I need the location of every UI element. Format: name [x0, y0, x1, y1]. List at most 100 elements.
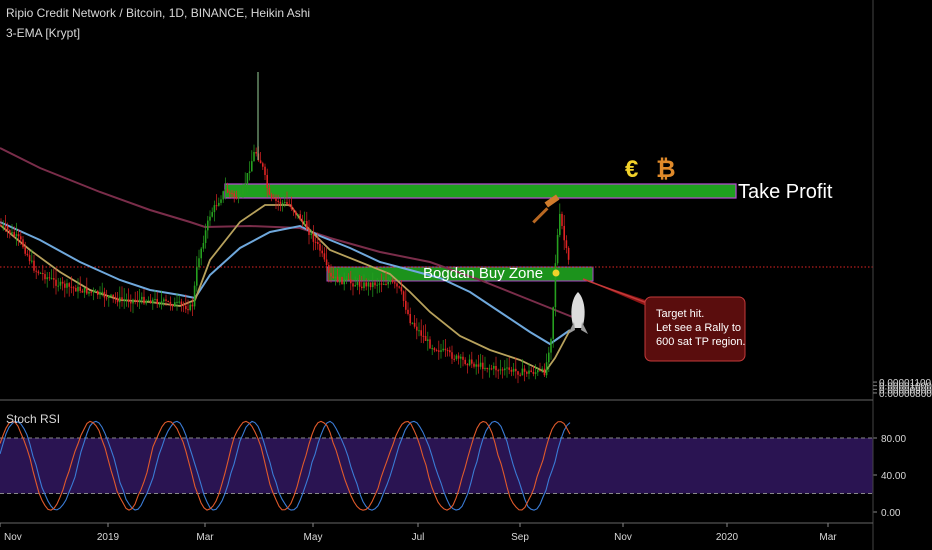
- candle-body: [163, 299, 165, 302]
- hammer-handle: [532, 207, 549, 224]
- candle-body: [121, 297, 123, 300]
- candle-body: [330, 272, 332, 277]
- candle-body: [345, 279, 348, 281]
- candle-body: [462, 356, 464, 360]
- candle-body: [314, 241, 317, 243]
- candle-body: [231, 192, 233, 194]
- rocket-fin-left: [568, 322, 575, 334]
- candle-body: [180, 301, 183, 305]
- candle-body: [143, 296, 145, 304]
- candle-body: [86, 287, 88, 294]
- candles: [0, 72, 570, 384]
- candle-body: [97, 290, 99, 295]
- candle-body: [55, 279, 57, 286]
- candle-body: [176, 301, 178, 303]
- candle-body: [471, 359, 473, 364]
- candle-body: [154, 298, 156, 300]
- candle-body: [356, 281, 359, 286]
- candle-body: [554, 263, 557, 308]
- candle-body: [149, 300, 152, 304]
- candle-body: [255, 152, 257, 154]
- candle-body: [83, 287, 86, 293]
- candle-body: [504, 368, 506, 371]
- candle-body: [136, 300, 139, 302]
- candle-body: [141, 296, 143, 300]
- candle-body: [222, 191, 224, 200]
- candle-body: [383, 283, 385, 285]
- candle-body: [391, 279, 394, 283]
- ema-mid-line: [0, 221, 571, 346]
- candle-body: [193, 285, 196, 307]
- candle-body: [484, 367, 486, 370]
- candle-body: [196, 267, 198, 286]
- candle-body: [42, 273, 44, 275]
- candle-body: [92, 291, 95, 293]
- candle-body: [233, 193, 235, 197]
- candle-body: [125, 299, 128, 301]
- candle-body: [31, 260, 33, 262]
- candle-body: [187, 309, 189, 311]
- candle-body: [152, 299, 154, 304]
- candle-body: [358, 281, 361, 287]
- candle-body: [418, 330, 420, 332]
- candle-body: [189, 304, 191, 311]
- candle-body: [400, 287, 403, 292]
- candle-body: [209, 216, 211, 221]
- candle-body: [273, 197, 275, 199]
- candle-body: [262, 163, 264, 167]
- candle-body: [264, 166, 266, 176]
- candle-body: [354, 285, 356, 287]
- candle-body: [402, 291, 405, 301]
- candle-body: [6, 226, 9, 231]
- candle-body: [182, 304, 185, 306]
- candle-body: [413, 322, 416, 327]
- candle-body: [407, 309, 409, 315]
- candle-body: [57, 285, 59, 287]
- candle-body: [200, 248, 202, 259]
- price-tick-label: 0.00000900: [879, 385, 932, 396]
- candle-body: [20, 236, 22, 240]
- candle-body: [75, 287, 77, 292]
- candle-body: [332, 276, 334, 279]
- candle-body: [334, 276, 337, 279]
- candle-body: [455, 355, 458, 359]
- candle-body: [521, 368, 524, 376]
- candle-body: [394, 282, 396, 284]
- candle-body: [145, 301, 147, 304]
- candle-body: [9, 230, 11, 234]
- candle-body: [114, 296, 117, 299]
- time-tick-label: Sep: [511, 532, 529, 543]
- callout-line: Let see a Rally to: [656, 322, 741, 334]
- candle-body: [279, 201, 282, 204]
- candle-body: [517, 371, 519, 375]
- candle-body: [251, 161, 253, 172]
- candle-body: [361, 286, 363, 289]
- candle-body: [541, 368, 543, 371]
- candle-body: [365, 282, 367, 287]
- candle-body: [310, 233, 312, 235]
- candle-body: [376, 284, 378, 286]
- candle-body: [70, 286, 73, 288]
- rocket-body: [571, 292, 585, 328]
- time-tick-label: Nov: [4, 532, 22, 543]
- rsi-band: [0, 438, 873, 494]
- time-tick-label: Mar: [819, 532, 837, 543]
- candle-body: [389, 279, 392, 282]
- candle-body: [367, 282, 370, 287]
- candle-body: [253, 152, 255, 162]
- candle-body: [59, 281, 62, 286]
- candle-body: [556, 234, 559, 264]
- rocket-icon: [568, 292, 588, 334]
- candle-body: [510, 369, 513, 372]
- candle-body: [528, 370, 530, 374]
- candle-body: [0, 225, 2, 226]
- candle-body: [416, 326, 418, 331]
- price-tick-label: 0.00001100: [879, 378, 932, 389]
- candle-body: [530, 370, 532, 372]
- candle-body: [281, 202, 284, 204]
- candle-body: [77, 286, 79, 292]
- time-tick-label: Mar: [196, 532, 214, 543]
- candle-body: [306, 221, 308, 230]
- candle-body: [130, 302, 132, 304]
- candle-body: [446, 350, 449, 352]
